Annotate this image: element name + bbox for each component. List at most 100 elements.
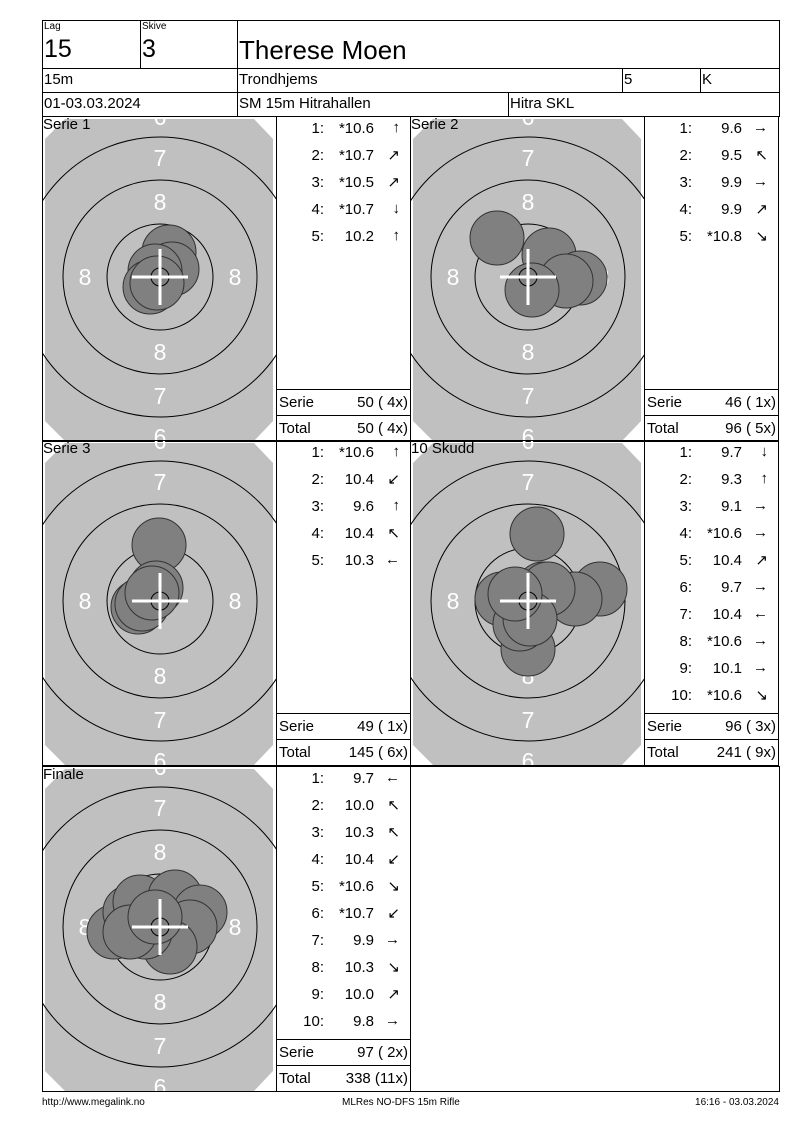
shot-number: 7: — [311, 932, 324, 949]
target-panel: 6 6 7 7 8 8 8 8 Finale — [42, 766, 277, 1092]
shot-row: 4: *10.6 → — [645, 524, 778, 552]
ring-label: 8 — [447, 588, 460, 614]
serie-sum-row: Serie 96 ( 3x) — [645, 713, 778, 740]
shot-row: 7: 9.9 → — [277, 931, 410, 959]
ring-label: 8 — [154, 663, 167, 689]
serie-sum-row: Serie 46 ( 1x) — [645, 389, 778, 416]
shot-row: 10: 9.8 → — [277, 1012, 410, 1040]
shot-direction-arrow-icon: ↓ — [392, 200, 401, 217]
total-score: 145 ( 6x) — [348, 744, 408, 761]
serie-score: 97 ( 2x) — [357, 1044, 408, 1061]
shot-number: 4: — [679, 201, 692, 218]
shot-number: 1: — [679, 444, 692, 461]
shot-score: 10.2 — [344, 228, 374, 245]
shot-row: 5: 10.3 ← — [277, 551, 410, 579]
shot-number: 5: — [311, 552, 324, 569]
shot-direction-arrow-icon: ↘ — [755, 228, 768, 245]
shot-score: 9.5 — [721, 147, 742, 164]
venue: Hitra SKL — [508, 92, 780, 117]
shot-number: 1: — [679, 120, 692, 137]
shot-hole — [509, 506, 565, 562]
shot-row: 3: 10.3 ↖ — [277, 824, 410, 851]
ring-label: 7 — [522, 707, 535, 733]
shot-direction-arrow-icon: → — [385, 931, 400, 948]
shot-direction-arrow-icon: ← — [385, 551, 400, 568]
shot-score: *10.7 — [338, 201, 374, 218]
shot-row: 2: 10.0 ↖ — [277, 797, 410, 824]
shot-row: 5: 10.4 ↗ — [645, 552, 778, 579]
total-label: Total — [647, 744, 679, 761]
shot-number: 9: — [679, 660, 692, 677]
shot-score: *10.6 — [338, 878, 374, 895]
shot-hole — [127, 889, 183, 945]
shot-direction-arrow-icon: ↓ — [760, 443, 769, 460]
shot-number: 10: — [303, 1013, 324, 1030]
shot-direction-arrow-icon: ↙ — [387, 471, 400, 488]
shot-row: 2: 9.3 ↑ — [645, 470, 778, 498]
shot-number: 8: — [311, 959, 324, 976]
class-letter: K — [700, 68, 780, 93]
footer-url[interactable]: http://www.megalink.no — [42, 1097, 145, 1108]
shot-number: 1: — [311, 770, 324, 787]
shot-direction-arrow-icon: ↑ — [760, 470, 769, 487]
shot-row: 5: *10.6 ↘ — [277, 878, 410, 905]
shot-score: 9.7 — [353, 770, 374, 787]
ring-label: 8 — [447, 264, 460, 290]
shot-number: 2: — [311, 471, 324, 488]
shot-direction-arrow-icon: ← — [753, 605, 768, 622]
shot-direction-arrow-icon: ↘ — [387, 878, 400, 895]
shot-row: 10: *10.6 ↘ — [645, 687, 778, 714]
shot-row: 3: 9.6 ↑ — [277, 497, 410, 525]
ring-label: 6 — [522, 441, 535, 454]
serie-label: Serie — [279, 1044, 315, 1061]
serie-label: Serie — [279, 394, 315, 411]
shot-score: 10.1 — [712, 660, 742, 677]
shot-direction-arrow-icon: → — [753, 578, 768, 595]
shot-direction-arrow-icon: ↗ — [755, 201, 768, 218]
ring-label: 8 — [79, 588, 92, 614]
shot-direction-arrow-icon: ↖ — [387, 525, 400, 542]
shot-direction-arrow-icon: ↗ — [387, 986, 400, 1003]
shot-number: 6: — [679, 579, 692, 596]
shot-row: 2: 9.5 ↖ — [645, 147, 778, 174]
target-ring — [106, 223, 214, 331]
serie-label: Serie — [279, 718, 315, 735]
ring-label: 8 — [522, 339, 535, 365]
ring-label: 8 — [229, 264, 242, 290]
shot-direction-arrow-icon: ↗ — [387, 147, 400, 164]
shot-direction-arrow-icon: ↑ — [392, 227, 401, 244]
total-label: Total — [279, 1070, 311, 1087]
ring-label: 8 — [229, 588, 242, 614]
shot-score: 9.1 — [721, 498, 742, 515]
shot-row: 1: *10.6 ↑ — [277, 119, 410, 147]
shot-row: 4: 9.9 ↗ — [645, 201, 778, 228]
skive-cell: Skive 3 — [140, 20, 238, 69]
shot-score: 10.3 — [344, 959, 374, 976]
shot-direction-arrow-icon: ↑ — [392, 119, 401, 136]
shot-direction-arrow-icon: → — [753, 119, 768, 136]
ring-label: 7 — [154, 1033, 167, 1059]
lag-value: 15 — [44, 35, 72, 63]
target-ring — [411, 136, 644, 418]
shot-row: 1: 9.7 ← — [277, 769, 410, 797]
shot-direction-arrow-icon: → — [753, 173, 768, 190]
serie-sum-row: Serie 97 ( 2x) — [277, 1039, 410, 1066]
shooter-name-cell: Therese Moen — [237, 20, 780, 69]
total-label: Total — [279, 420, 311, 437]
shot-score: *10.6 — [338, 120, 374, 137]
date: 01-03.03.2024 — [42, 92, 238, 117]
shot-row: 6: 9.7 → — [645, 578, 778, 606]
shot-row: 1: 9.6 → — [645, 119, 778, 147]
shot-direction-arrow-icon: ↘ — [387, 959, 400, 976]
total-score: 50 ( 4x) — [357, 420, 408, 437]
target-ring — [411, 460, 644, 742]
shot-score: *10.7 — [338, 905, 374, 922]
shot-score: 10.0 — [344, 797, 374, 814]
ring-label: 7 — [154, 795, 167, 821]
shot-row: 5: *10.8 ↘ — [645, 228, 778, 255]
club: Trondhjems — [237, 68, 623, 93]
serie-sum-row: Serie 50 ( 4x) — [277, 389, 410, 416]
ring-label: 7 — [522, 383, 535, 409]
